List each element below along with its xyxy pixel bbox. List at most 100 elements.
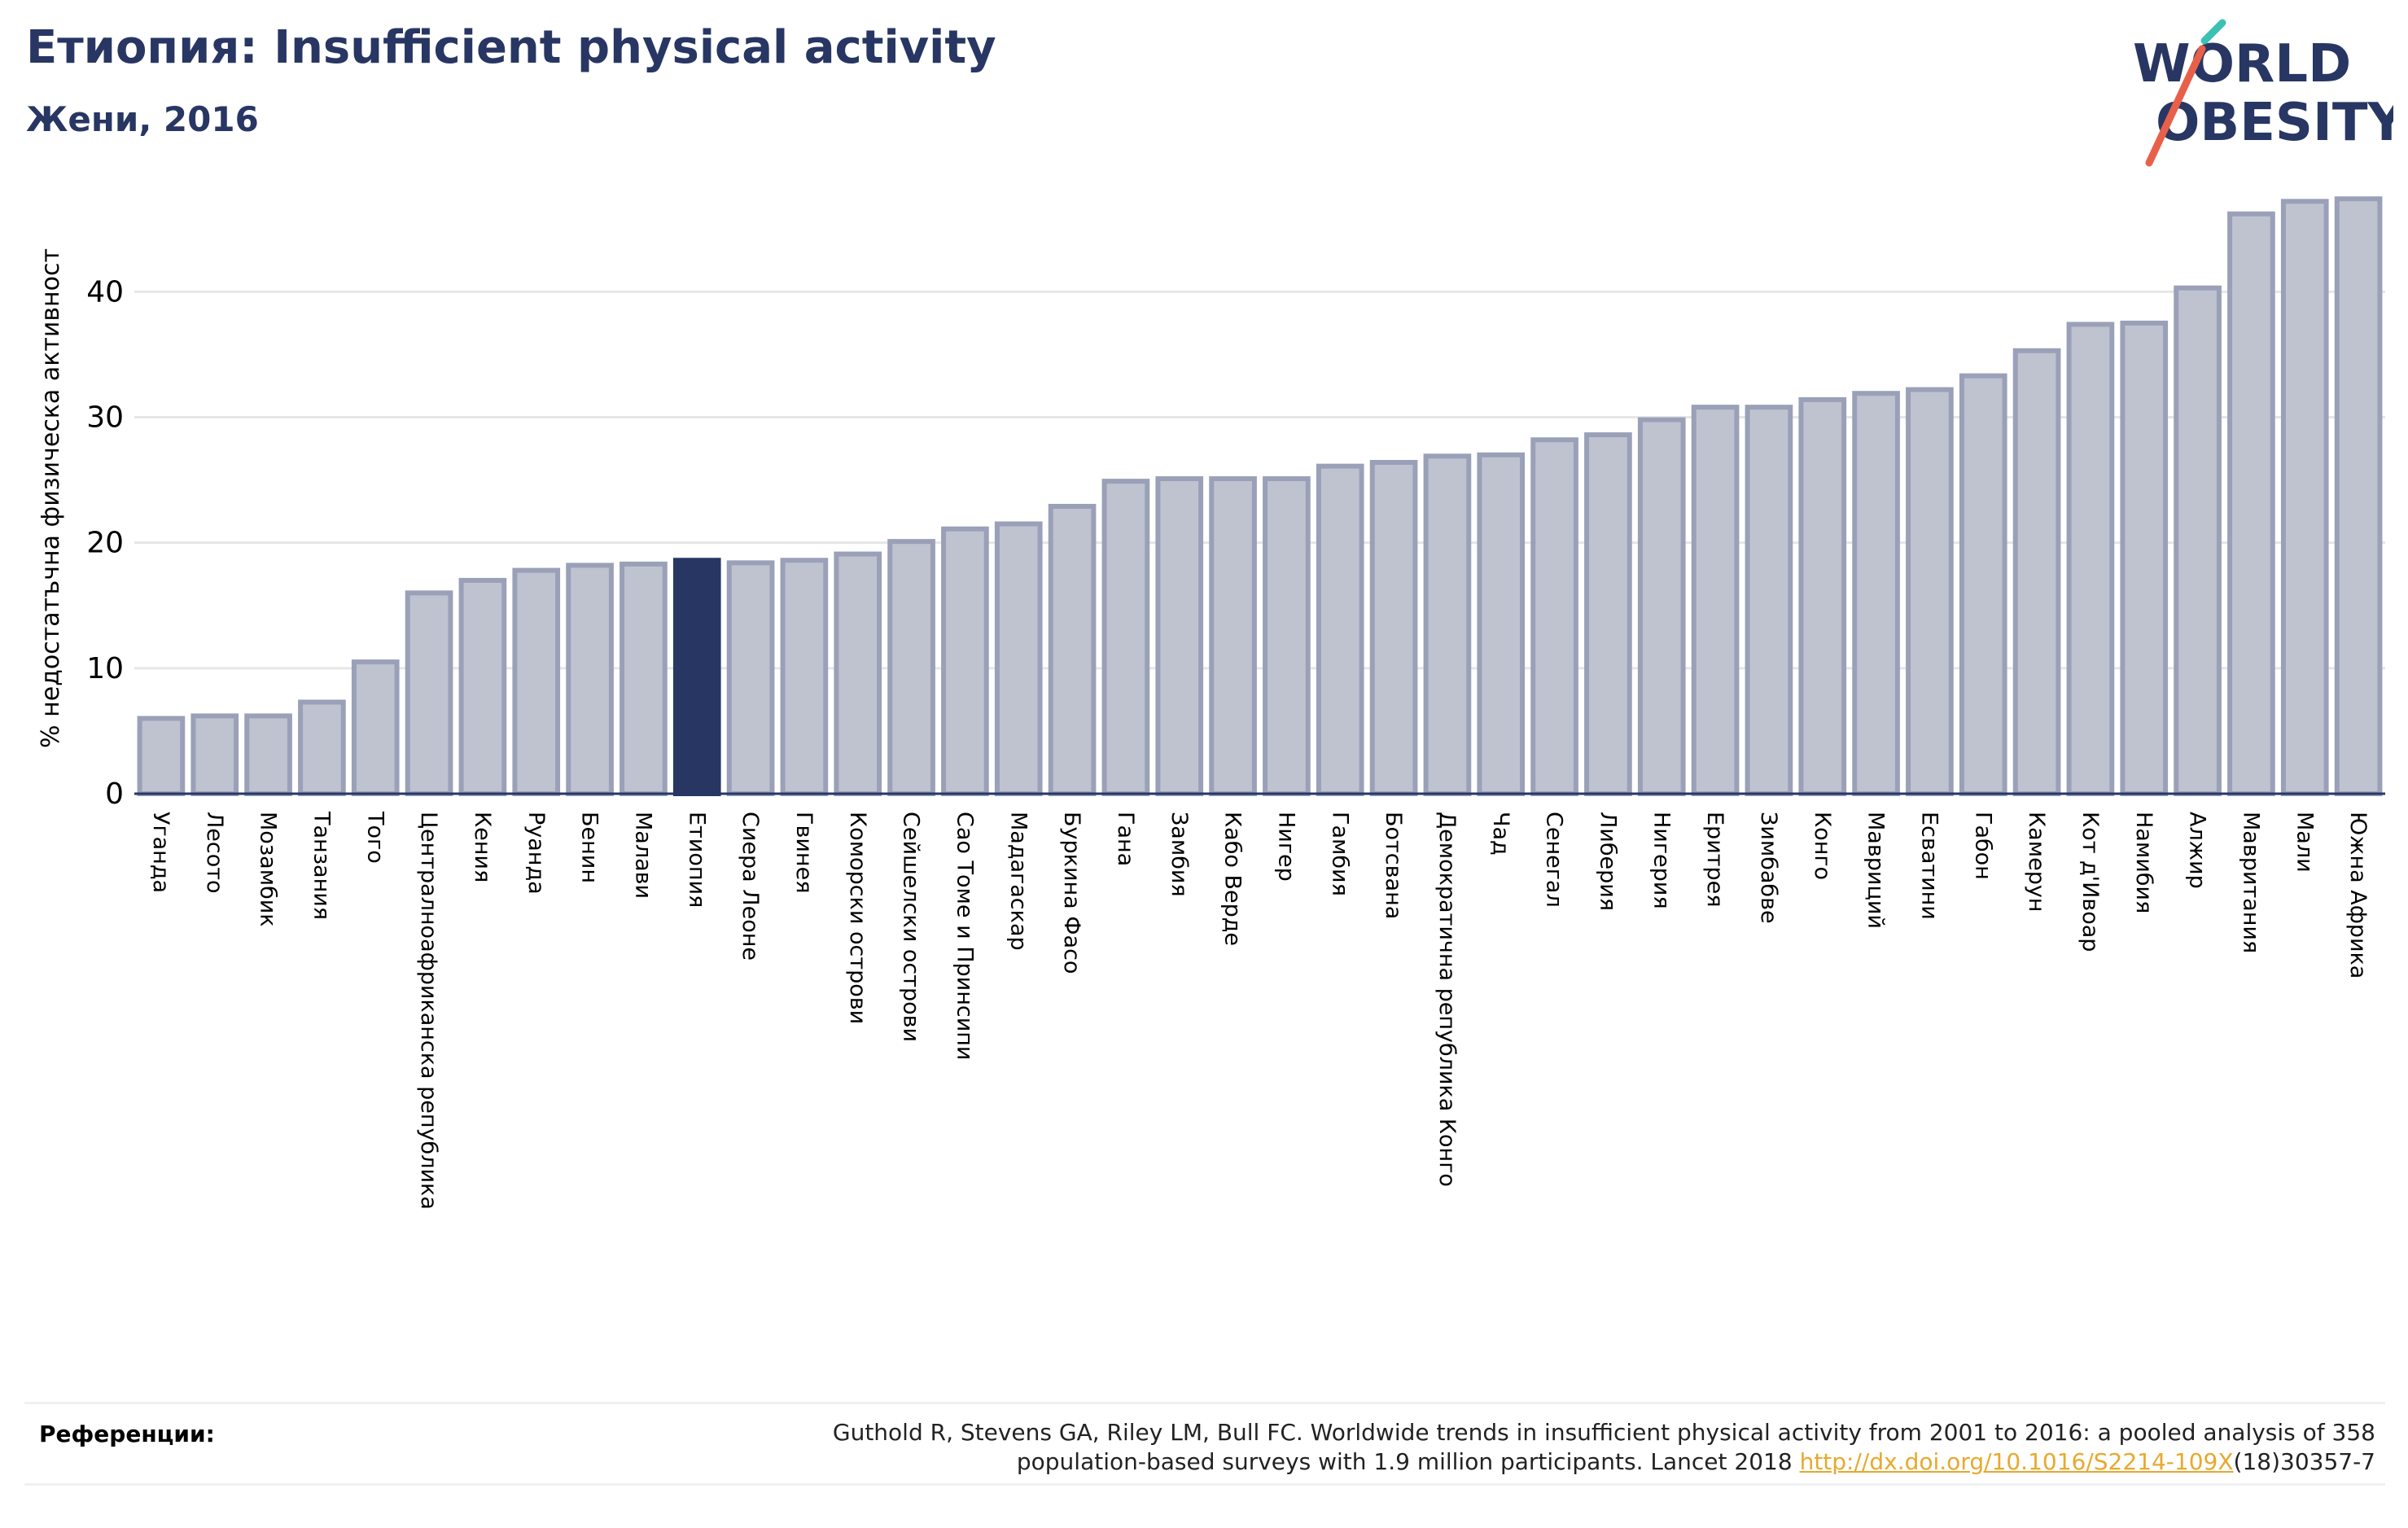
x-tick-label: Уганда [148, 812, 173, 893]
bar [2066, 322, 2115, 796]
bar [1745, 405, 1793, 796]
bar [2174, 285, 2222, 797]
x-tick-label: Мавриций [1863, 812, 1889, 929]
references-text: Guthold R, Stevens GA, Riley LM, Bull FC… [747, 1418, 2375, 1477]
bar [1906, 387, 1954, 796]
chart-title: Етиопия: Insufficient physical activity [26, 21, 996, 74]
x-tick-label: Кения [470, 812, 495, 882]
bar [1423, 453, 1472, 797]
y-axis-label: % недостатъчна физическа активност [37, 248, 65, 748]
bar [244, 713, 292, 797]
x-tick-label: Бенин [577, 812, 602, 883]
x-tick-label: Еритрея [1702, 812, 1727, 907]
logo-slash-orange-icon [2145, 45, 2206, 167]
x-tick-label: Мадагаскар [1005, 812, 1031, 951]
x-tick-label: Габон [1970, 812, 1995, 880]
x-tick-label: Нигер [1273, 812, 1298, 882]
x-tick-label: Гана [1113, 812, 1138, 866]
bar [137, 716, 186, 796]
references-bottom-rule [24, 1483, 2385, 1486]
x-tick-label: Зимбабве [1756, 812, 1781, 924]
references-top-rule [24, 1402, 2385, 1404]
bar [405, 590, 453, 796]
x-tick-label: Камерун [2024, 812, 2049, 912]
bar [190, 713, 239, 797]
x-tick-label: Намибия [2131, 812, 2156, 913]
bar [1798, 396, 1847, 796]
bar [1530, 437, 1578, 796]
x-tick-label: Ботсвана [1381, 812, 1406, 919]
x-tick-label: Замбия [1167, 812, 1192, 897]
x-tick-label: Лесото [202, 812, 227, 894]
grid-lines [134, 290, 2385, 670]
references-doi-link[interactable]: http://dx.doi.org/10.1016/S2214-109X [1799, 1448, 2234, 1475]
logo-text-obesity: OBESITY [2156, 93, 2393, 153]
x-tick-label: Гвинея [791, 812, 817, 893]
x-tick-label: Чад [1488, 812, 1513, 856]
x-tick-label: Южна Африка [2345, 812, 2371, 979]
bar [2227, 211, 2275, 796]
x-tick-label: Того [362, 811, 387, 864]
bar [1209, 476, 1257, 797]
bar [1048, 503, 1097, 796]
bar [994, 521, 1043, 797]
bar [1477, 452, 1526, 796]
bar [1691, 405, 1740, 796]
x-tick-label: Малави [630, 812, 655, 899]
x-tick-label: Етиопия [684, 812, 709, 908]
bar [2012, 348, 2061, 796]
x-tick-label: Есватини [1916, 812, 1942, 920]
y-tick-labels: 0 10 20 30 40 [86, 275, 124, 811]
x-tick-label: Либерия [1595, 812, 1620, 911]
references-label: Референции: [39, 1421, 215, 1447]
bar [1369, 460, 1418, 796]
bar [887, 539, 935, 796]
bar [1584, 432, 1632, 796]
bar [1263, 476, 1311, 797]
y-tick-label: 0 [105, 777, 124, 811]
x-tick-label: Буркина Фасо [1059, 812, 1084, 974]
bar [351, 659, 400, 796]
x-tick-label: Мавритания [2238, 812, 2263, 953]
bar [2334, 196, 2383, 796]
bar [834, 551, 882, 797]
bar [2120, 320, 2169, 796]
bar [620, 561, 668, 796]
x-tick-label: Централноафриканска република [416, 812, 441, 1210]
bar [458, 577, 507, 797]
chart-subtitle: Жени, 2016 [26, 99, 259, 139]
bar [512, 567, 561, 796]
bar [1959, 373, 2007, 796]
bar-highlighted [672, 558, 721, 796]
logo-text-world: WORLD [2133, 34, 2351, 94]
x-tick-label: Кот д'Ивоар [2077, 812, 2103, 952]
bar [1101, 479, 1150, 796]
x-tick-label: Нигерия [1648, 812, 1674, 909]
references-line1: Guthold R, Stevens GA, Riley LM, Bull FC… [832, 1419, 2375, 1446]
x-tick-label: Кабо Верде [1220, 812, 1246, 946]
x-tick-label: Сейшелски острови [899, 812, 924, 1042]
x-tick-label: Мозамбик [256, 812, 281, 927]
bar [2280, 199, 2329, 797]
bar [1637, 417, 1686, 796]
bar [1155, 476, 1204, 797]
y-tick-label: 20 [86, 527, 124, 560]
bar [1852, 391, 1900, 796]
bar [726, 560, 775, 796]
bar [298, 699, 346, 796]
bar [780, 558, 829, 796]
x-tick-label: Конго [1810, 812, 1835, 880]
references-line2: population-based surveys with 1.9 millio… [747, 1447, 2375, 1477]
y-tick-label: 30 [86, 401, 124, 435]
x-tick-label: Сао Томе и Принсипи [952, 812, 977, 1060]
bar [1316, 463, 1364, 796]
x-tick-labels: Уганда Лесото Мозамбик Танзания Того Централн… [148, 811, 2371, 1210]
bar [941, 526, 989, 796]
x-tick-label: Сиера Леоне [738, 812, 763, 961]
references-line2-after: (18)30357-7 [2233, 1448, 2375, 1475]
x-tick-label: Мали [2292, 812, 2317, 873]
references-line2-before: population-based surveys with 1.9 millio… [1016, 1448, 1800, 1475]
y-tick-label: 40 [86, 275, 124, 309]
bar-chart: 0 10 20 30 40 Уганда Лесото Мозамбик Танзания То… [37, 196, 2385, 1210]
y-tick-label: 10 [86, 652, 124, 685]
